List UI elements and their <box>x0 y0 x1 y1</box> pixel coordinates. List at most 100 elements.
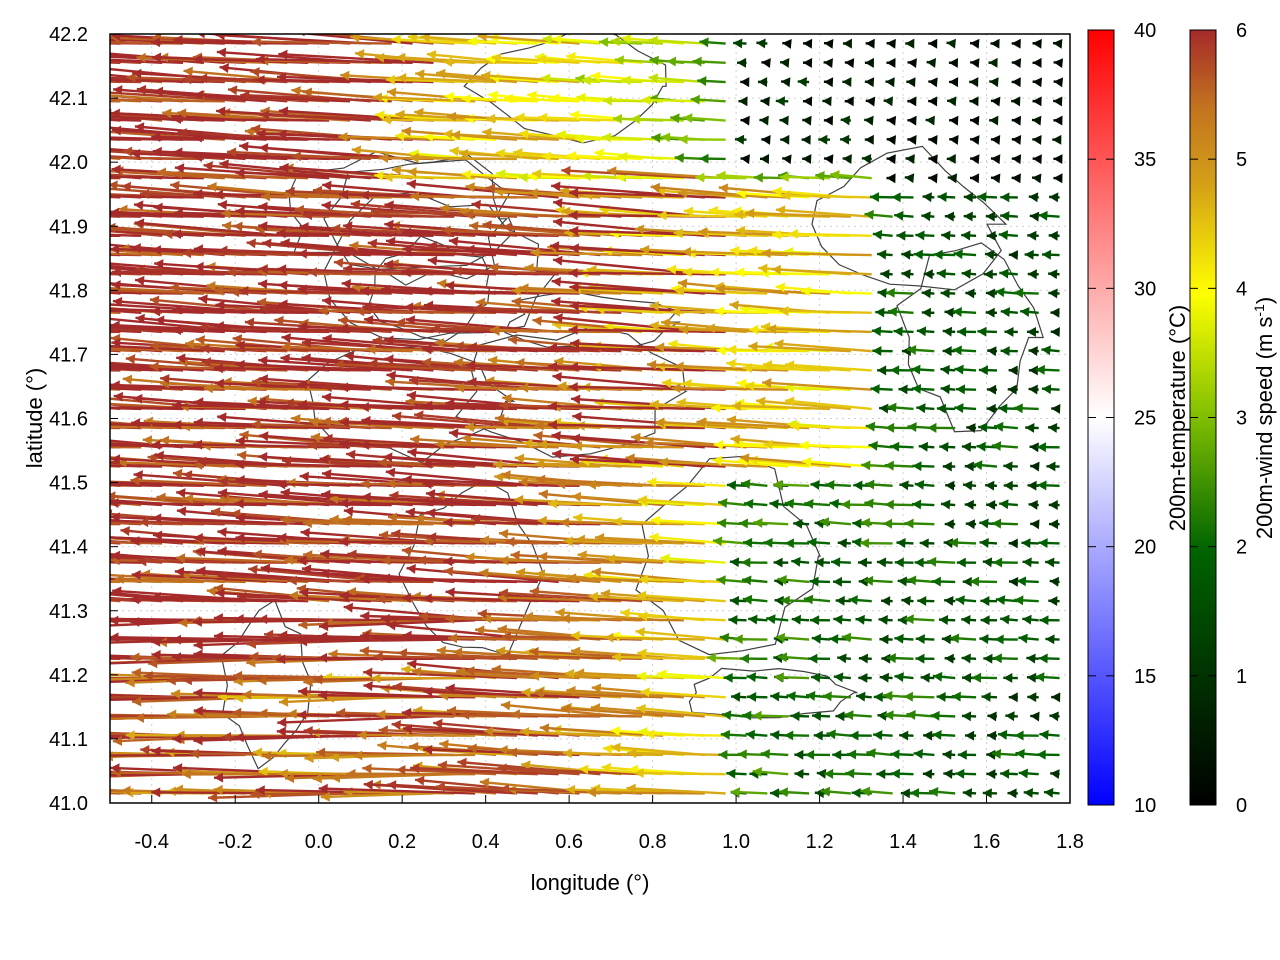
wind-vector-head <box>756 396 766 407</box>
wind-vector-head <box>864 134 874 145</box>
wind-vector <box>890 768 914 779</box>
wind-vector-head <box>232 334 243 345</box>
wind-vector <box>346 768 476 779</box>
wind-vector-head <box>928 786 939 797</box>
wind-vector-head <box>865 38 875 49</box>
wind-vector-head <box>864 498 874 509</box>
wind-vector-head <box>467 377 477 387</box>
wind-vector <box>948 57 959 68</box>
wind-vector-head <box>395 109 405 120</box>
wind-vector-head <box>621 75 631 86</box>
wind-vector <box>733 38 747 49</box>
wind-vector-head <box>359 286 370 297</box>
wind-vector <box>706 652 747 663</box>
wind-vector-head <box>922 769 933 780</box>
wind-vector-head <box>318 652 328 663</box>
wind-vector-head <box>572 411 582 422</box>
wind-vector <box>949 633 977 644</box>
wind-vector-shaft <box>566 576 684 584</box>
wind-vector-head <box>941 230 951 241</box>
wind-vector <box>357 730 476 741</box>
wind-vector <box>110 230 163 238</box>
wind-vector-head <box>213 613 223 624</box>
wind-vector-head <box>52 584 61 594</box>
wind-vector <box>911 383 935 394</box>
wind-vector <box>112 85 267 103</box>
wind-vector-head <box>568 267 578 278</box>
wind-vector-head <box>47 495 56 505</box>
wind-vector-head <box>402 630 412 641</box>
wind-vector-head <box>794 768 804 779</box>
wind-vector-head <box>683 206 694 217</box>
wind-vector-shaft <box>402 247 559 257</box>
wind-vector-head <box>852 537 862 548</box>
wind-vector-shaft <box>372 95 476 103</box>
wind-vector-shaft <box>171 117 330 122</box>
wind-vector <box>911 499 935 510</box>
wind-vector-head <box>372 92 383 103</box>
wind-vector <box>716 575 747 586</box>
wind-vector-head <box>735 225 746 236</box>
wind-vector-head <box>171 634 181 645</box>
wind-vector-head <box>37 573 46 583</box>
wind-vector-shaft <box>647 480 726 487</box>
wind-vector-head <box>955 768 965 779</box>
wind-vector <box>200 343 351 354</box>
wind-vector-shaft <box>414 413 559 430</box>
wind-vector-shaft <box>378 728 518 737</box>
wind-vector <box>192 151 351 162</box>
wind-vector <box>885 287 914 298</box>
wind-vector-head <box>644 437 654 448</box>
wind-vector-head <box>210 507 221 517</box>
wind-vector <box>913 749 935 759</box>
wind-vector-head <box>132 68 142 79</box>
wind-vector-head <box>825 480 835 490</box>
wind-vector-head <box>29 105 38 115</box>
wind-vector-head <box>909 788 920 798</box>
wind-vector-head <box>575 534 585 545</box>
wind-vector-head <box>556 479 566 490</box>
wind-vector-head <box>901 269 911 279</box>
wind-vector-head <box>745 208 755 219</box>
wind-vector-head <box>881 653 891 664</box>
wind-vector-head <box>890 365 900 376</box>
wind-vector-head <box>246 657 256 668</box>
wind-vector-head <box>71 243 80 253</box>
wind-vector-head <box>465 244 475 255</box>
wind-vector <box>519 283 643 295</box>
wind-vector-head <box>571 491 582 502</box>
wind-vector <box>939 442 956 452</box>
wind-vector-shaft <box>110 76 225 84</box>
wind-vector-head <box>801 286 811 297</box>
wind-vector-head <box>421 357 432 368</box>
wind-vector <box>894 557 914 568</box>
wind-vector-head <box>322 469 332 480</box>
wind-vector <box>363 667 518 680</box>
wind-vector-head <box>154 259 164 270</box>
wind-vector <box>443 517 601 528</box>
wind-vector-head <box>151 746 161 757</box>
wind-vector <box>777 574 810 585</box>
wind-vector-head <box>570 110 580 121</box>
wind-vector-shaft <box>739 456 851 468</box>
wind-vector-head <box>682 267 692 278</box>
wind-vector-head <box>829 634 839 645</box>
wind-vector-head <box>649 55 659 66</box>
wind-vector-head <box>5 459 14 469</box>
wind-vector-shaft <box>110 289 204 295</box>
wind-vector <box>886 154 896 165</box>
wind-vector-head <box>942 346 952 357</box>
wind-vector-head <box>849 730 859 741</box>
wind-vector-head <box>318 783 328 794</box>
wind-vector-shaft <box>172 328 330 334</box>
wind-vector <box>636 590 726 603</box>
wind-vector-head <box>551 296 561 307</box>
wind-vector-head <box>870 384 880 394</box>
wind-vector-head <box>30 257 39 267</box>
wind-vector-head <box>823 115 834 126</box>
wind-vector-head <box>745 729 755 740</box>
wind-vector-head <box>901 595 911 606</box>
wind-vector-head <box>523 438 533 449</box>
wind-vector-head <box>69 766 78 776</box>
wind-vector-head <box>255 74 265 85</box>
